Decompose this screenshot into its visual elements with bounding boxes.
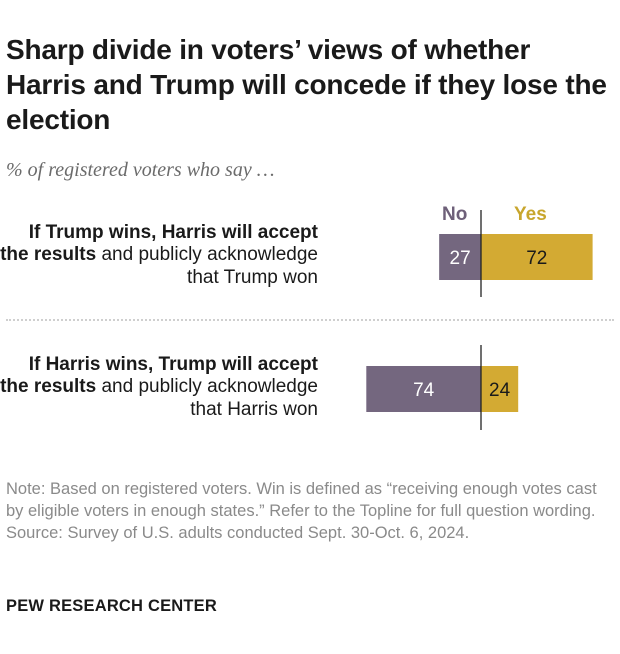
data-label-no-0: 27	[450, 248, 471, 269]
row-label-rest: and publicly acknowledge that Trump won	[96, 244, 318, 288]
note-text: Note: Based on registered voters. Win is…	[6, 480, 597, 521]
legend-no: No	[442, 204, 468, 225]
bar-yes-1	[481, 366, 519, 412]
bar-yes-0	[481, 234, 593, 280]
row-separator	[6, 319, 614, 321]
chart-title: Sharp divide in voters’ views of whether…	[6, 34, 607, 135]
row-label-bold: If Trump wins, Harris will accept the re…	[0, 222, 318, 266]
row-label-bold: If Harris wins, Trump will accept the re…	[0, 354, 318, 398]
source-text: Source: Survey of U.S. adults conducted …	[6, 524, 470, 543]
data-label-no-1: 74	[413, 380, 435, 401]
legend-yes: Yes	[514, 204, 547, 225]
data-label-yes-0: 72	[526, 248, 547, 269]
pew-logo-text: PEW RESEARCH CENTER	[6, 597, 217, 615]
row-label-trump-wins: If Trump wins, Harris will accept the re…	[0, 222, 318, 289]
chart-subtitle: % of registered voters who say …	[6, 159, 275, 181]
row-label-harris-wins: If Harris wins, Trump will accept the re…	[0, 354, 318, 421]
bar-no-0	[439, 234, 481, 280]
chart-note: Note: Based on registered voters. Win is…	[6, 478, 612, 544]
bar-no-1	[366, 366, 481, 412]
row-label-rest: and publicly acknowledge that Harris won	[96, 376, 318, 420]
data-label-yes-1: 24	[489, 380, 511, 401]
